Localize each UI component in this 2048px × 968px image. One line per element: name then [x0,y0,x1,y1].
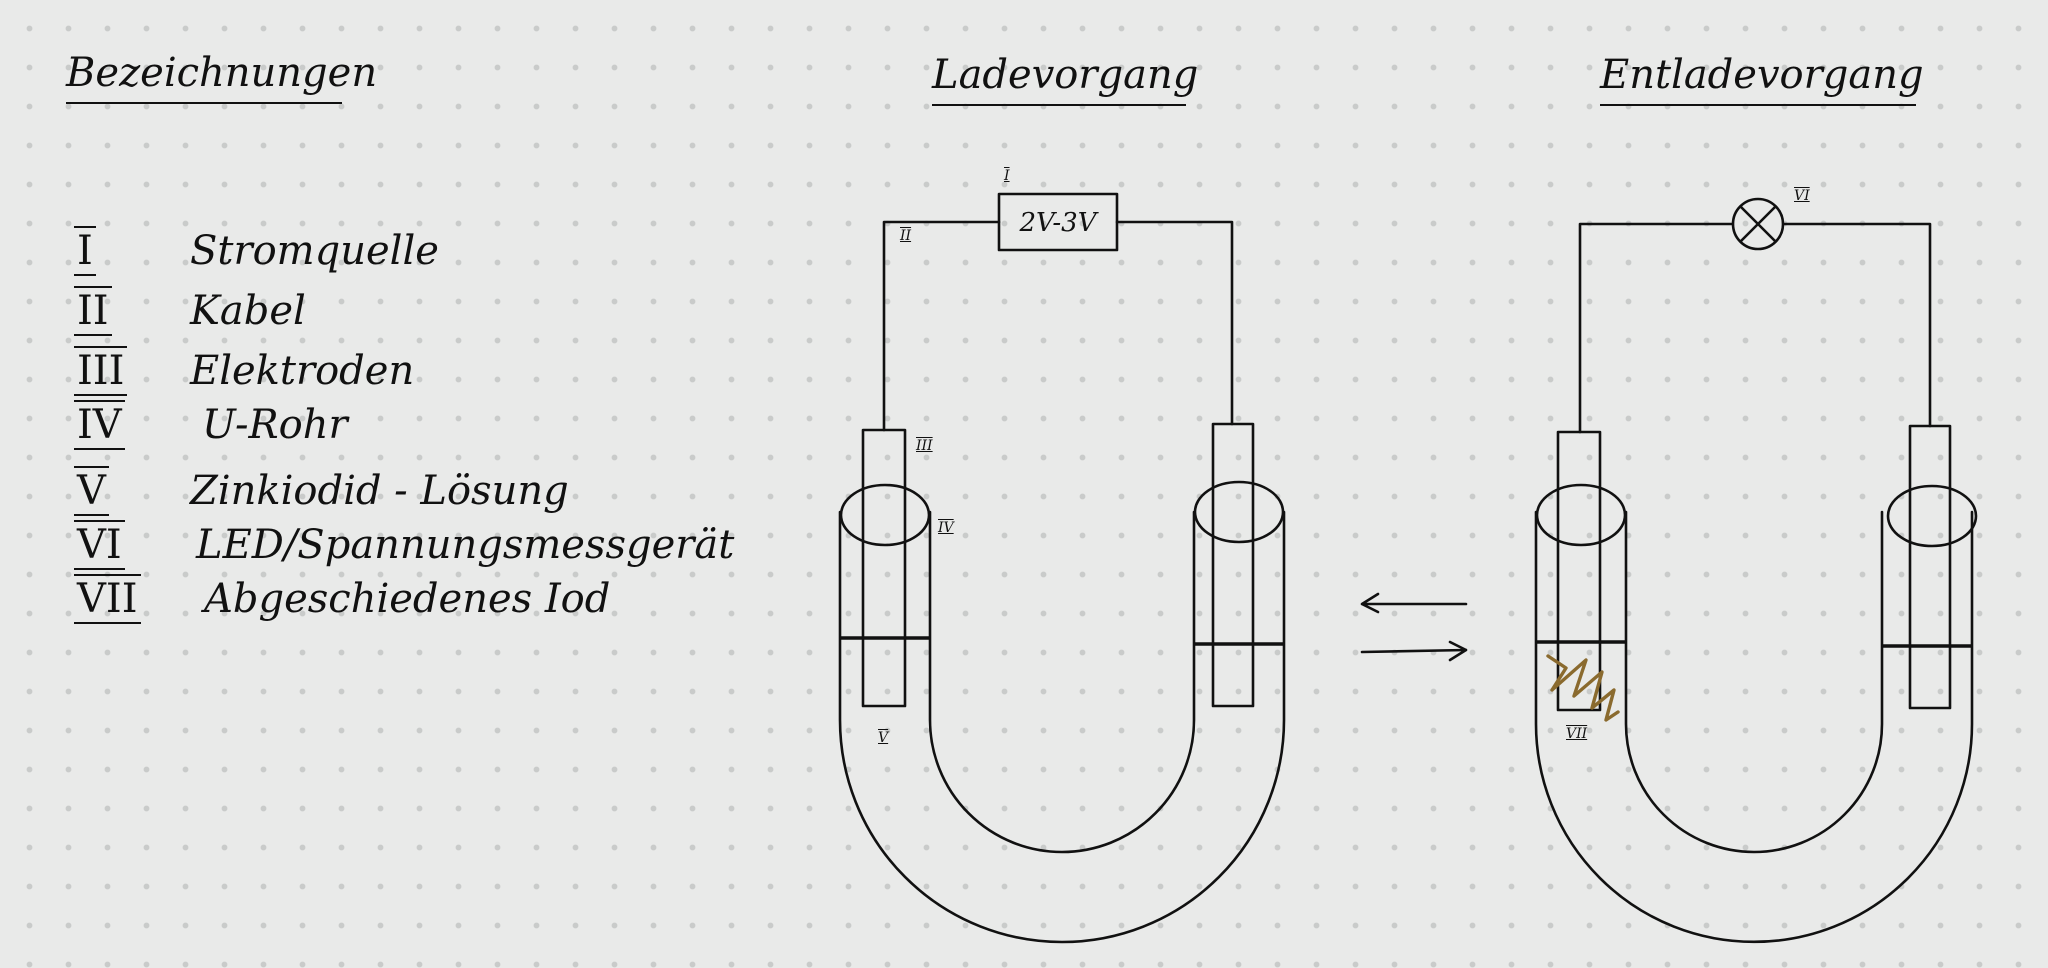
tag-cable: II [900,228,912,244]
wire-right [1115,220,1234,426]
tag-iodine: VII [1566,726,1588,742]
equilibrium-arrows-icon [1360,592,1468,662]
legend-num-2: II [74,286,112,336]
power-source-box [997,192,1119,252]
legend-text-5: Zinkiodid - Lösung [190,468,569,514]
discharging-diagram [1534,197,1978,944]
legend-num-4: IV [74,400,125,450]
wire-right-2 [1782,222,1932,428]
tag-lamp: VI [1794,188,1810,204]
tag-source: I [1004,168,1010,184]
legend-text-1: Stromquelle [190,228,439,274]
legend-num-7: VII [74,574,141,624]
charging-diagram [838,192,1286,944]
legend-num-5: V [74,466,109,516]
legend-text-2: Kabel [190,288,306,334]
electrode-left [861,428,907,708]
legend-text-6: LED/Spannungsmessgerät [196,522,735,568]
u-tube-charging [838,480,1286,944]
iodine-deposit [1546,654,1620,722]
wire-left-2 [1578,222,1734,434]
electrode-right-2 [1908,424,1952,710]
electrode-right [1211,422,1255,708]
legend-num-6: VI [74,520,125,570]
legend-title: Bezeichnungen [66,50,377,104]
tag-electrode: III [916,438,933,454]
u-tube-discharging [1534,483,1978,944]
wire-left [882,220,1001,432]
tag-solution: V [878,730,889,746]
tag-tube: IV [938,520,954,536]
legend-num-1: I [74,226,96,276]
power-source-label: 2V-3V [1019,208,1097,238]
legend-text-7: Abgeschiedenes Iod [204,576,611,622]
lamp-cross-circle-icon [1731,197,1785,251]
discharging-title: Entladevorgang [1600,52,1924,106]
legend-text-3: Elektroden [190,348,415,394]
legend-text-4: U-Rohr [202,402,348,448]
legend-num-3: III [74,346,128,396]
charging-title: Ladevorgang [932,52,1198,106]
